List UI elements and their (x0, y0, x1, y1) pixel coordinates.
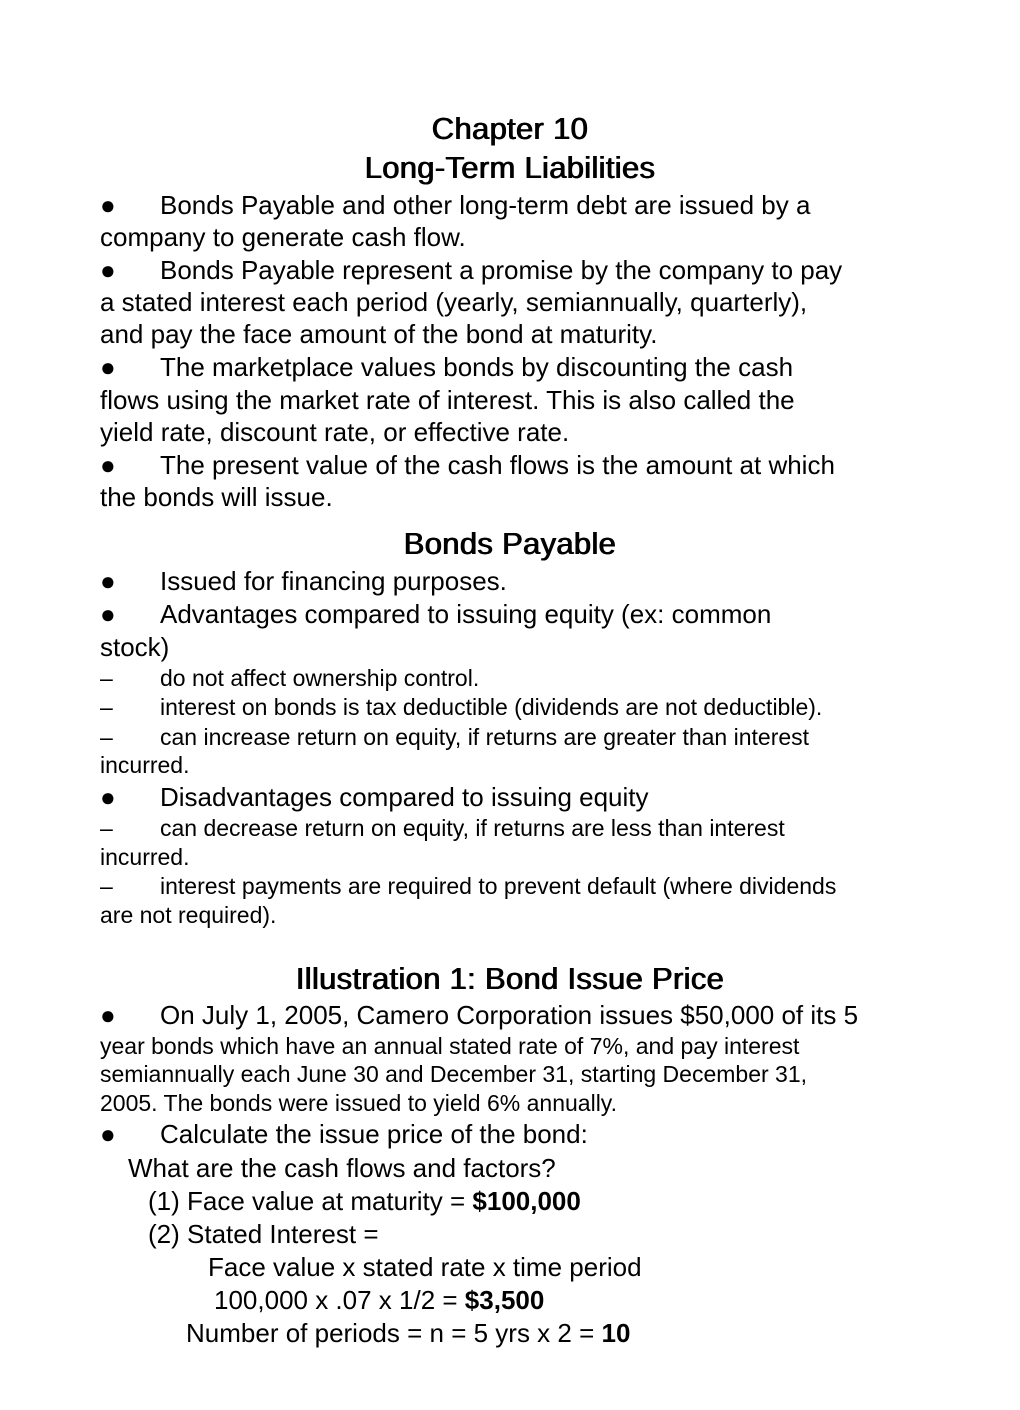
bullet-item: ● Bonds Payable and other long-term debt… (100, 190, 920, 221)
body-text: (1) Face value at maturity = $100,000 (148, 1186, 920, 1217)
body-text: Number of periods = n = 5 yrs x 2 = 10 (186, 1318, 920, 1349)
body-text: company to generate cash flow. (100, 222, 920, 253)
dash-icon: – (100, 694, 160, 722)
body-text: Advantages compared to issuing equity (e… (160, 599, 920, 630)
body-text: 2005. The bonds were issued to yield 6% … (100, 1090, 920, 1118)
body-text: yield rate, discount rate, or effective … (100, 417, 920, 448)
body-text: incurred. (100, 752, 920, 780)
bullet-item: ● Bonds Payable represent a promise by t… (100, 255, 920, 286)
body-text: and pay the face amount of the bond at m… (100, 319, 920, 350)
body-text: stock) (100, 632, 920, 663)
body-text: do not affect ownership control. (160, 665, 920, 693)
body-text: Calculate the issue price of the bond: (160, 1119, 920, 1150)
document-page: Chapter 10 Long-Term Liabilities ● Bonds… (0, 0, 1020, 1410)
bullet-icon: ● (100, 352, 160, 383)
body-text: can increase return on equity, if return… (160, 724, 920, 752)
bold-value: 10 (601, 1318, 630, 1348)
body-text: Face value x stated rate x time period (208, 1252, 920, 1283)
body-text: flows using the market rate of interest.… (100, 385, 920, 416)
bold-value: $100,000 (472, 1186, 580, 1216)
bullet-item: ● The marketplace values bonds by discou… (100, 352, 920, 383)
sub-bullet-item: – can increase return on equity, if retu… (100, 724, 920, 752)
bullet-item: ● The present value of the cash flows is… (100, 450, 920, 481)
body-text: are not required). (100, 902, 920, 930)
bullet-icon: ● (100, 450, 160, 481)
body-text: Bonds Payable represent a promise by the… (160, 255, 920, 286)
body-text: (2) Stated Interest = (148, 1219, 920, 1250)
bullet-icon: ● (100, 782, 160, 813)
bullet-item: ● Disadvantages compared to issuing equi… (100, 782, 920, 813)
bullet-item: ● On July 1, 2005, Camero Corporation is… (100, 1000, 920, 1031)
body-text: interest on bonds is tax deductible (div… (160, 694, 920, 722)
dash-icon: – (100, 815, 160, 843)
section-heading: Bonds Payable (100, 525, 920, 564)
section-heading: Illustration 1: Bond Issue Price (100, 960, 920, 999)
bullet-item: ● Advantages compared to issuing equity … (100, 599, 920, 630)
body-text: incurred. (100, 844, 920, 872)
body-text: a stated interest each period (yearly, s… (100, 287, 920, 318)
bullet-item: ● Issued for financing purposes. (100, 566, 920, 597)
bullet-icon: ● (100, 190, 160, 221)
sub-bullet-item: – can decrease return on equity, if retu… (100, 815, 920, 843)
body-text: Issued for financing purposes. (160, 566, 920, 597)
text-fragment: (1) Face value at maturity = (148, 1186, 472, 1216)
body-text: The marketplace values bonds by discount… (160, 352, 920, 383)
chapter-title: Long-Term Liabilities (100, 149, 920, 188)
body-text: On July 1, 2005, Camero Corporation issu… (160, 1000, 920, 1031)
bullet-icon: ● (100, 566, 160, 597)
bullet-icon: ● (100, 1119, 160, 1150)
sub-bullet-item: – do not affect ownership control. (100, 665, 920, 693)
bullet-icon: ● (100, 599, 160, 630)
bold-value: $3,500 (465, 1285, 545, 1315)
sub-bullet-item: – interest on bonds is tax deductible (d… (100, 694, 920, 722)
bullet-icon: ● (100, 1000, 160, 1031)
body-text: the bonds will issue. (100, 482, 920, 513)
text-fragment: Number of periods = n = 5 yrs x 2 = (186, 1318, 601, 1348)
bullet-icon: ● (100, 255, 160, 286)
dash-icon: – (100, 873, 160, 901)
body-text: What are the cash flows and factors? (128, 1153, 920, 1184)
body-text: Disadvantages compared to issuing equity (160, 782, 920, 813)
text-fragment: 100,000 x .07 x 1/2 = (214, 1285, 465, 1315)
body-text: year bonds which have an annual stated r… (100, 1033, 920, 1061)
body-text: can decrease return on equity, if return… (160, 815, 920, 843)
bullet-item: ● Calculate the issue price of the bond: (100, 1119, 920, 1150)
dash-icon: – (100, 665, 160, 693)
body-text: The present value of the cash flows is t… (160, 450, 920, 481)
chapter-number: Chapter 10 (100, 110, 920, 149)
body-text: semiannually each June 30 and December 3… (100, 1061, 920, 1089)
sub-bullet-item: – interest payments are required to prev… (100, 873, 920, 901)
dash-icon: – (100, 724, 160, 752)
body-text: Bonds Payable and other long-term debt a… (160, 190, 920, 221)
body-text: 100,000 x .07 x 1/2 = $3,500 (214, 1285, 920, 1316)
body-text: interest payments are required to preven… (160, 873, 920, 901)
